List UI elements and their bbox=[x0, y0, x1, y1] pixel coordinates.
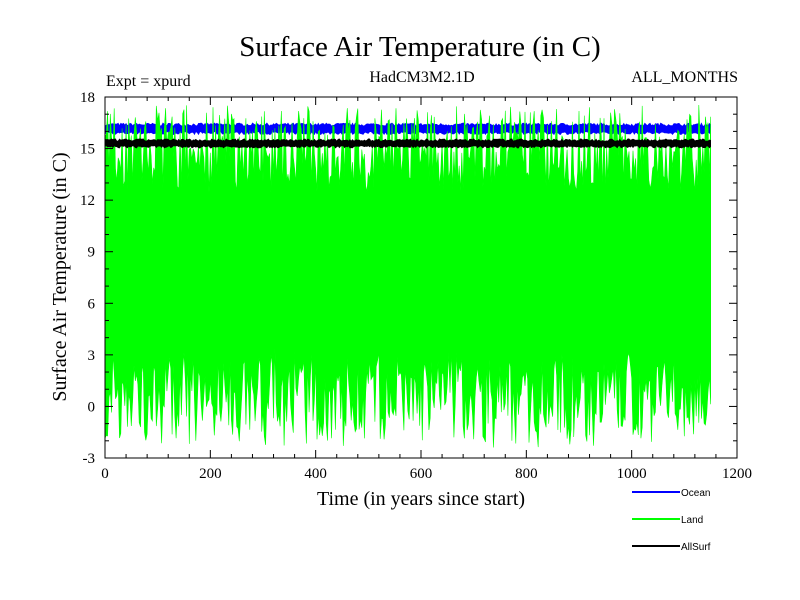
legend-label-allsurf: AllSurf bbox=[681, 542, 711, 553]
series-land-band bbox=[104, 104, 712, 448]
y-tick-label: -3 bbox=[83, 451, 96, 467]
y-tick-label: 3 bbox=[88, 348, 96, 364]
y-tick-label: 18 bbox=[80, 90, 95, 106]
x-tick-label: 1200 bbox=[722, 466, 752, 482]
months-label: ALL_MONTHS bbox=[631, 69, 738, 86]
y-tick-label: 12 bbox=[80, 193, 95, 209]
experiment-label: Expt = xpurd bbox=[106, 73, 191, 90]
plot-data bbox=[104, 104, 712, 448]
chart-title: Surface Air Temperature (in C) bbox=[239, 31, 600, 63]
x-tick-label: 800 bbox=[515, 466, 538, 482]
x-tick-label: 1000 bbox=[617, 466, 647, 482]
model-label: HadCM3M2.1D bbox=[369, 69, 474, 86]
y-tick-label: 15 bbox=[80, 142, 95, 158]
y-tick-label: 0 bbox=[88, 399, 96, 415]
legend-label-ocean: Ocean bbox=[681, 488, 710, 499]
y-axis-label: Surface Air Temperature (in C) bbox=[49, 152, 71, 401]
x-axis-label: Time (in years since start) bbox=[317, 488, 525, 510]
x-tick-label: 400 bbox=[304, 466, 327, 482]
legend: Ocean Land AllSurf bbox=[632, 488, 711, 553]
legend-label-land: Land bbox=[681, 515, 703, 526]
y-tick-label: 6 bbox=[88, 296, 96, 312]
x-tick-label: 200 bbox=[199, 466, 222, 482]
x-tick-label: 600 bbox=[410, 466, 433, 482]
series-allsurf-band bbox=[104, 138, 712, 149]
axis-ticks: 0 200 400 600 800 1000 1200 -3 0 3 6 9 12 15 18 bbox=[80, 90, 752, 482]
x-tick-label: 0 bbox=[101, 466, 109, 482]
y-tick-label: 9 bbox=[88, 245, 96, 261]
